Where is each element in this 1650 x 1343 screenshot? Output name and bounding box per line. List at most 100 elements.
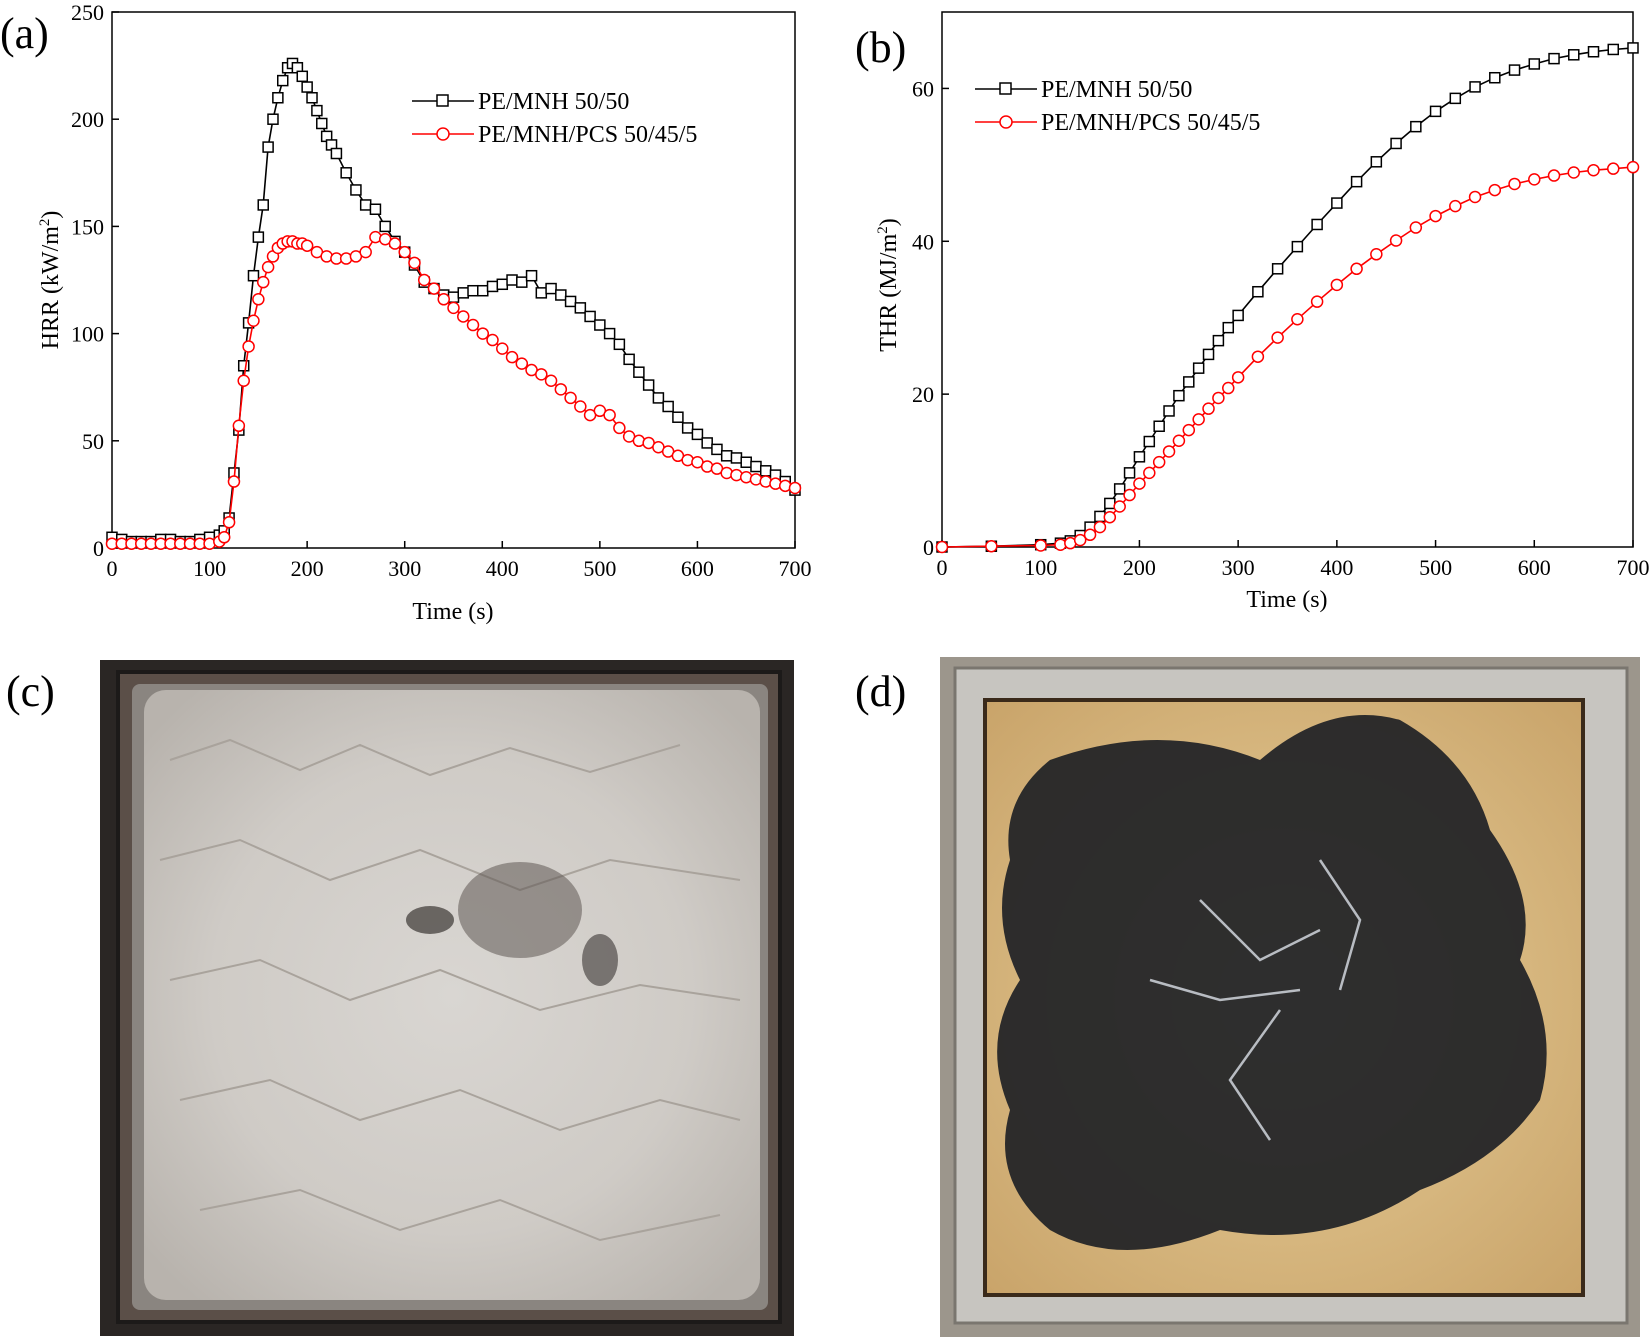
thr-series-1-point [1143, 435, 1156, 448]
thr-y-axis-title: THR (MJ/m2) [875, 218, 902, 352]
thr-series-1-point [1173, 389, 1185, 402]
thr-legend-marker-2 [999, 115, 1013, 129]
hrr-series-2-point [261, 260, 275, 274]
photo-c-dark-spot-3 [582, 934, 618, 986]
thr-series-2-point [1093, 520, 1107, 534]
photo-c-dark-spot [458, 862, 582, 958]
hrr-series-1-point [555, 289, 567, 301]
thr-series-2-point [1133, 477, 1146, 490]
thr-series-2-point [1409, 221, 1423, 234]
hrr-series-1-point [701, 437, 713, 449]
thr-series-1-point [1123, 467, 1136, 479]
thr-series-2-point [1202, 402, 1215, 415]
thr-series-2-point [1547, 169, 1561, 182]
hrr-series-1-point [237, 360, 250, 372]
hrr-series-1-point [535, 287, 548, 299]
hrr-series-1-point [545, 282, 557, 295]
thr-series-2-point [1271, 331, 1284, 344]
thr-series-1-point [1607, 43, 1620, 56]
thr-series-1-point [1587, 45, 1600, 58]
hrr-series-2-point [486, 333, 499, 347]
hrr-series-1-point [574, 302, 587, 314]
hrr-series-1-point [623, 353, 635, 366]
hrr-series-2-point [535, 368, 548, 381]
hrr-series-1-point [477, 284, 489, 297]
thr-legend: PE/MNH 50/50 PE/MNH/PCS 50/45/5 [975, 77, 1260, 136]
hrr-series-1-point [740, 456, 752, 468]
thr-x-tick-label: 200 [1123, 555, 1156, 580]
hrr-series-1-point [525, 269, 538, 282]
hrr-series-1-point [681, 422, 694, 434]
thr-series-1-point [1568, 49, 1580, 61]
thr-series-2-point [1429, 209, 1442, 223]
hrr-series-2-point [544, 374, 558, 388]
thr-series-1-point [1202, 348, 1215, 361]
thr-series-2-point [1182, 423, 1196, 437]
hrr-series-1-point [603, 327, 616, 340]
thr-x-tick-label: 0 [937, 555, 948, 580]
hrr-series-2-point [227, 475, 241, 488]
hrr-x-tick-label: 700 [779, 556, 812, 581]
thr-series-2-point [1083, 528, 1097, 542]
hrr-series-1-point [691, 428, 704, 441]
hrr-series-1-point [720, 450, 733, 462]
hrr-series-2-point [457, 310, 470, 323]
hrr-series-2-point [408, 256, 421, 270]
hrr-series-1-point [369, 203, 382, 215]
hrr-series-2-point [217, 531, 231, 544]
hrr-series-1-point [379, 220, 391, 233]
thr-series-1-point [1291, 240, 1304, 253]
panel-label-a: (a) [0, 9, 49, 58]
hrr-series-2-point [222, 516, 236, 529]
thr-series-2-point [935, 540, 949, 554]
thr-series-1-point [1192, 362, 1205, 374]
hrr-series-2-point [466, 318, 480, 332]
thr-series-1-point [1311, 218, 1323, 231]
hrr-x-axis-title: Time (s) [412, 599, 493, 625]
thr-series-group [935, 42, 1640, 554]
hrr-x-tick-label: 200 [291, 556, 324, 581]
hrr-series-1-point [711, 443, 723, 456]
hrr-y-tick-label: 50 [82, 429, 104, 454]
thr-series-2-point [1103, 510, 1117, 524]
panel-label-c: (c) [6, 667, 55, 716]
thr-series-2-point [1607, 162, 1620, 175]
hrr-series-1-point [662, 400, 674, 413]
hrr-series-1-point [633, 366, 645, 378]
hrr-series-1-point [252, 231, 265, 243]
thr-series-2-point [1212, 391, 1225, 405]
thr-x-axis-title: Time (s) [1246, 587, 1327, 613]
hrr-series-2-point [505, 350, 519, 364]
hrr-series-1-point [277, 74, 289, 87]
hrr-series-1-point [316, 117, 328, 130]
hrr-series-1-point [496, 278, 509, 291]
hrr-series-1-point [301, 81, 313, 93]
hrr-series-1-point [642, 379, 655, 391]
thr-series-1-point [1153, 420, 1165, 432]
thr-series-1-point [1331, 197, 1343, 209]
photo-c-dark-spot-2 [406, 906, 454, 934]
hrr-series-1-point [652, 392, 665, 404]
thr-series-1-point [1449, 92, 1462, 105]
thr-series-1-point [1094, 510, 1106, 523]
hrr-series-2-point [242, 340, 255, 353]
thr-series-1-point [1252, 285, 1264, 298]
hrr-x-tick-label: 0 [107, 556, 118, 581]
hrr-series-2-point [300, 239, 314, 252]
hrr-series-2-point [476, 327, 490, 340]
hrr-y-tick-label: 150 [71, 214, 104, 239]
hrr-series-2-point [359, 245, 372, 259]
hrr-series-2-point [574, 400, 587, 413]
hrr-series-2-point [613, 421, 626, 435]
thr-series-2-point [1291, 312, 1304, 326]
hrr-series-1-point [730, 452, 743, 464]
hrr-y-tick-label: 0 [93, 536, 104, 561]
thr-series-2-point [1152, 455, 1166, 469]
thr-series-2-point [1162, 445, 1176, 458]
hrr-series-1-point [262, 141, 274, 153]
thr-series-2-point [1330, 278, 1344, 292]
hrr-series-1-point [447, 291, 460, 303]
thr-series-2-point [1143, 466, 1156, 480]
thr-series-2-point [1587, 163, 1600, 177]
hrr-series-1-point [506, 274, 518, 286]
